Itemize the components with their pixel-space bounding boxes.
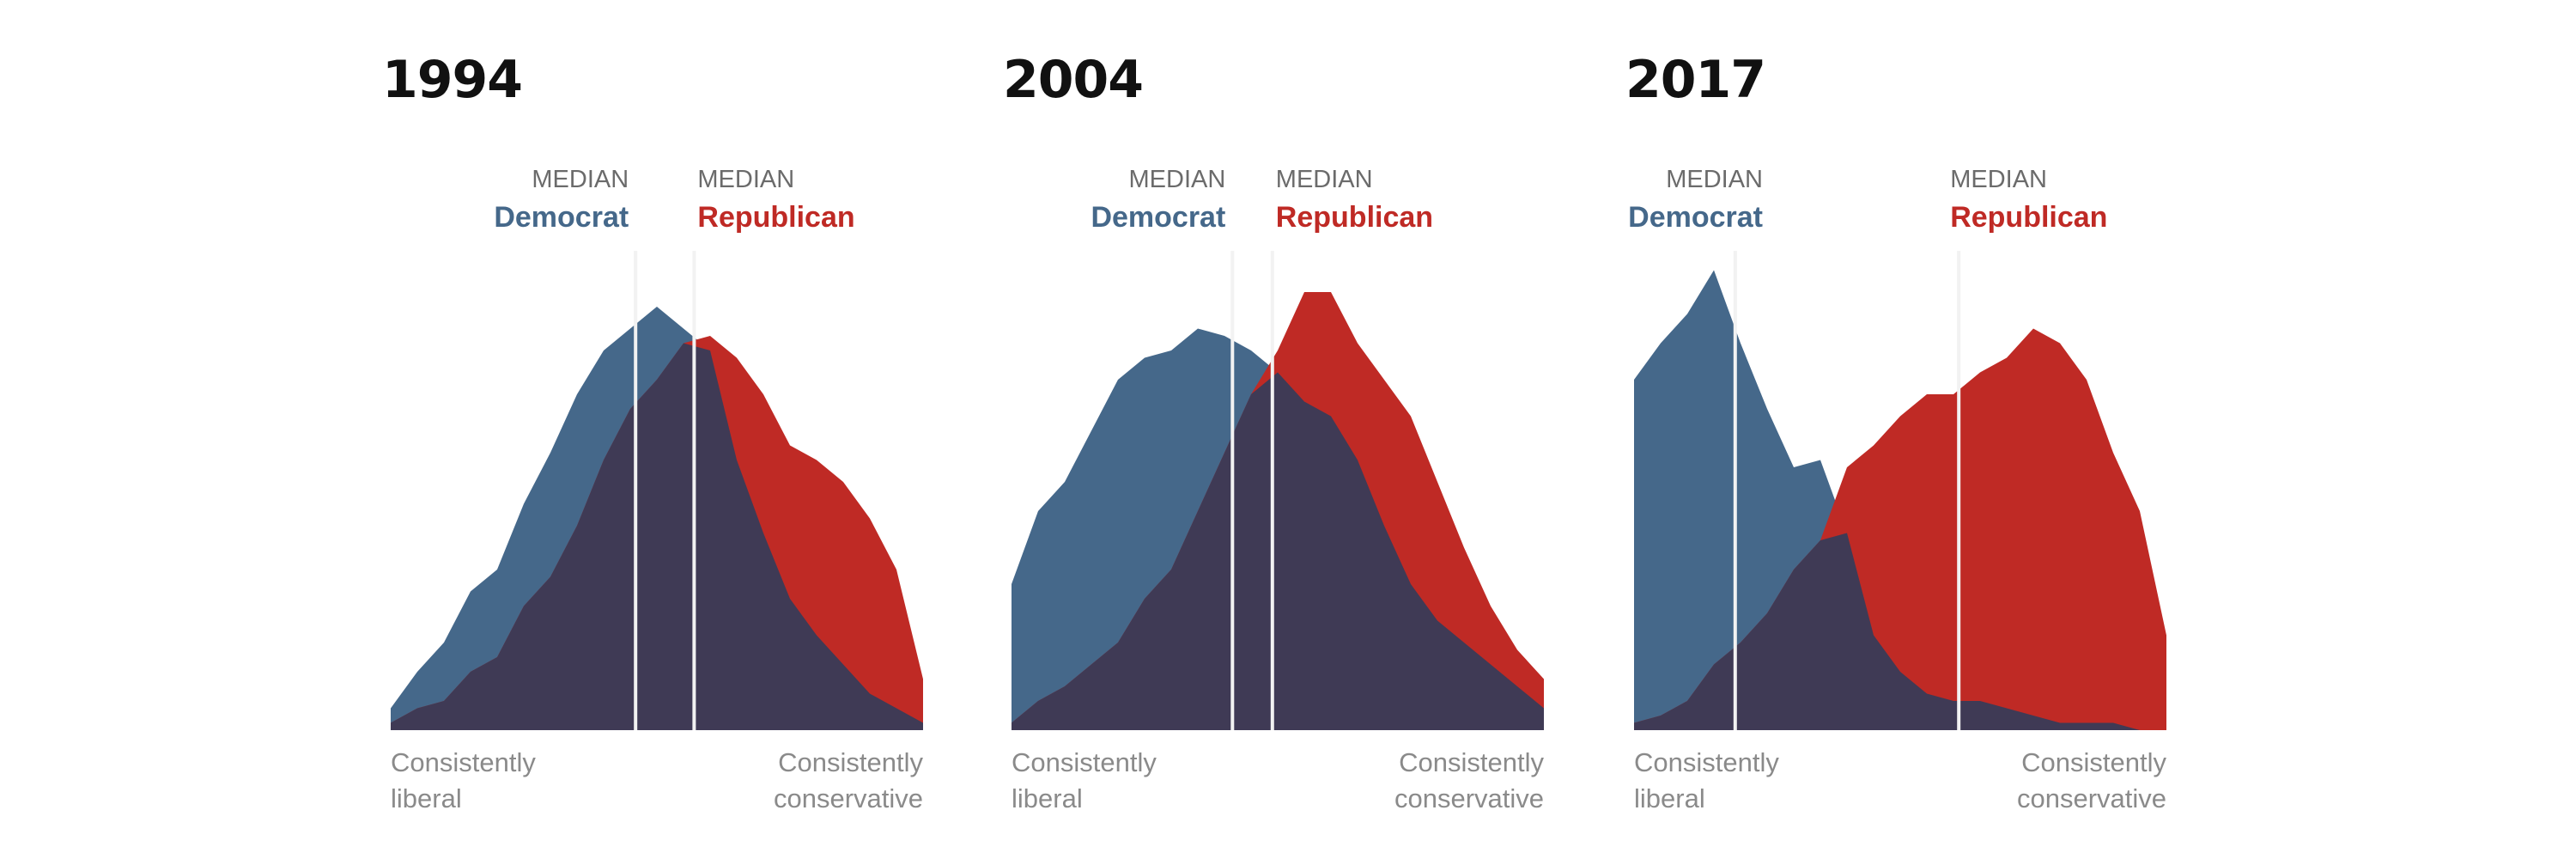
overlap-area (391, 343, 923, 730)
axis-end-label-right: conservative (1394, 783, 1544, 813)
chart-title: 2017 (1625, 50, 1766, 110)
median-democrat-caption: MEDIAN (1666, 166, 1763, 193)
chart-panel-2004: 2004 MEDIAN Democrat MEDIAN Republican Consi… (1003, 0, 1552, 859)
republican-label: Republican (1950, 201, 2107, 234)
axis-end-label-right: Consistently (1399, 747, 1544, 777)
distribution-chart-2017: MEDIAN Democrat MEDIAN Republican Consistent… (1628, 166, 2166, 813)
axis-end-label-right: Consistently (778, 747, 923, 777)
axis-end-label-left: Consistently (391, 747, 536, 777)
chart-title: 1994 (382, 50, 523, 110)
democrat-label: Democrat (1628, 201, 1763, 234)
overlap-area (1634, 533, 2166, 730)
axis-end-label-left: liberal (1012, 783, 1083, 813)
republican-label: Republican (1276, 201, 1433, 234)
axis-end-label-right: conservative (774, 783, 923, 813)
democrat-label: Democrat (494, 201, 629, 234)
axis-end-label-left: Consistently (1634, 747, 1779, 777)
axis-end-label-left: liberal (1634, 783, 1705, 813)
chart-title: 2004 (1003, 50, 1144, 110)
axis-end-label-left: liberal (391, 783, 462, 813)
distribution-chart-2004: MEDIAN Democrat MEDIAN Republican Consistent… (1012, 166, 1544, 813)
axis-end-label-right: conservative (2017, 783, 2166, 813)
median-republican-caption: MEDIAN (1276, 166, 1373, 193)
median-democrat-caption: MEDIAN (532, 166, 629, 193)
distribution-chart-1994: MEDIAN Democrat MEDIAN Republican Consistent… (391, 166, 923, 813)
overlap-area (1012, 372, 1544, 730)
axis-end-label-right: Consistently (2021, 747, 2166, 777)
chart-panel-1994: 1994 MEDIAN Democrat MEDIAN Republican Consi… (382, 0, 932, 859)
democrat-label: Democrat (1091, 201, 1225, 234)
axis-end-label-left: Consistently (1012, 747, 1157, 777)
chart-panel-2017: 2017 MEDIAN Democrat MEDIAN Republican Consi… (1625, 0, 2175, 859)
median-democrat-caption: MEDIAN (1129, 166, 1226, 193)
republican-label: Republican (697, 201, 854, 234)
median-republican-caption: MEDIAN (1950, 166, 2047, 193)
median-republican-caption: MEDIAN (697, 166, 794, 193)
